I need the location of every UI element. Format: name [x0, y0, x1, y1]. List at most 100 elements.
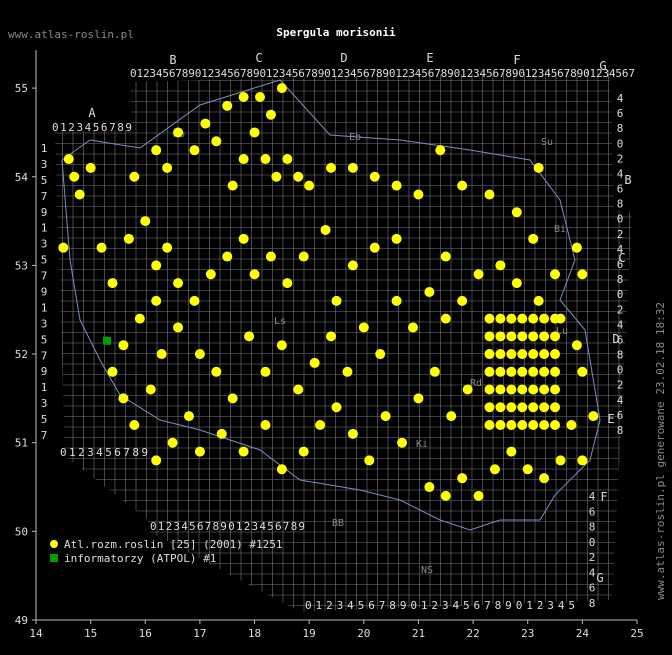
- record-point: [118, 340, 129, 351]
- record-point: [216, 428, 227, 439]
- grid-letter: C: [618, 251, 625, 265]
- record-point: [473, 490, 484, 501]
- region-label: Eb: [349, 132, 361, 143]
- record-point: [528, 419, 539, 430]
- record-point: [238, 91, 249, 102]
- informant-point: [103, 336, 112, 345]
- grid-letter: F: [513, 53, 520, 67]
- record-point: [484, 313, 495, 324]
- record-point: [118, 393, 129, 404]
- record-point: [189, 145, 200, 156]
- record-point: [326, 331, 337, 342]
- x-tick-label: 19: [303, 627, 316, 640]
- record-point: [571, 242, 582, 253]
- record-point: [495, 349, 506, 360]
- record-point: [413, 189, 424, 200]
- record-point: [293, 171, 304, 182]
- region-label: Lu: [556, 326, 568, 337]
- record-point: [391, 233, 402, 244]
- record-point: [129, 419, 140, 430]
- region-label: Ls: [274, 316, 286, 327]
- record-point: [506, 446, 517, 457]
- record-point: [484, 189, 495, 200]
- grid-digits: 1357913579135791357: [38, 142, 51, 442]
- record-point: [539, 419, 550, 430]
- record-point: [63, 154, 74, 165]
- record-point: [347, 162, 358, 173]
- record-point: [528, 233, 539, 244]
- record-point: [550, 331, 561, 342]
- record-point: [462, 384, 473, 395]
- x-tick-label: 21: [412, 627, 425, 640]
- record-point: [369, 171, 380, 182]
- record-point: [331, 402, 342, 413]
- record-point: [511, 278, 522, 289]
- record-point: [539, 384, 550, 395]
- record-point: [140, 216, 151, 227]
- record-point: [326, 162, 337, 173]
- record-point: [495, 260, 506, 271]
- record-point: [298, 251, 309, 262]
- record-point: [577, 269, 588, 280]
- record-point: [566, 419, 577, 430]
- record-point: [528, 349, 539, 360]
- record-point: [495, 402, 506, 413]
- record-point: [205, 269, 216, 280]
- record-point: [364, 455, 375, 466]
- record-point: [298, 446, 309, 457]
- region-label: Ki: [416, 439, 428, 450]
- record-point: [528, 384, 539, 395]
- record-point: [173, 322, 184, 333]
- grid-letter: D: [612, 332, 619, 346]
- y-tick-label: 54: [15, 171, 29, 184]
- record-point: [495, 313, 506, 324]
- record-point: [489, 464, 500, 475]
- record-point: [517, 349, 528, 360]
- x-tick-label: 14: [29, 627, 43, 640]
- record-point: [347, 260, 358, 271]
- record-point: [107, 278, 118, 289]
- record-point: [457, 180, 468, 191]
- x-tick-label: 23: [521, 627, 534, 640]
- record-point: [249, 127, 260, 138]
- record-point: [238, 233, 249, 244]
- record-point: [539, 366, 550, 377]
- record-point: [194, 349, 205, 360]
- record-point: [222, 100, 233, 111]
- grid-digits: 0123456789: [52, 121, 132, 134]
- record-point: [271, 171, 282, 182]
- record-point: [473, 269, 484, 280]
- record-point: [495, 366, 506, 377]
- record-point: [320, 224, 331, 235]
- record-point: [484, 366, 495, 377]
- grid-letter: E: [426, 51, 433, 65]
- x-tick-label: 20: [357, 627, 370, 640]
- record-point: [162, 162, 173, 173]
- record-point: [446, 411, 457, 422]
- record-point: [293, 384, 304, 395]
- stamp: www.atlas-roslin.pl generowane 23.02.18 …: [654, 302, 667, 600]
- record-point: [151, 295, 162, 306]
- grid-letter: D: [340, 51, 347, 65]
- record-point: [517, 384, 528, 395]
- record-point: [375, 349, 386, 360]
- record-point: [96, 242, 107, 253]
- record-point: [134, 313, 145, 324]
- record-point: [528, 366, 539, 377]
- record-point: [358, 322, 369, 333]
- record-point: [555, 455, 566, 466]
- record-point: [260, 419, 271, 430]
- record-point: [522, 464, 533, 475]
- record-point: [151, 455, 162, 466]
- record-point: [506, 313, 517, 324]
- record-point: [391, 295, 402, 306]
- record-point: [506, 349, 517, 360]
- grid-digits: 46802468024680246802468: [614, 92, 627, 437]
- record-point: [577, 366, 588, 377]
- record-point: [457, 473, 468, 484]
- record-point: [424, 287, 435, 298]
- record-point: [517, 366, 528, 377]
- record-point: [528, 402, 539, 413]
- grid-letter: B: [624, 173, 631, 187]
